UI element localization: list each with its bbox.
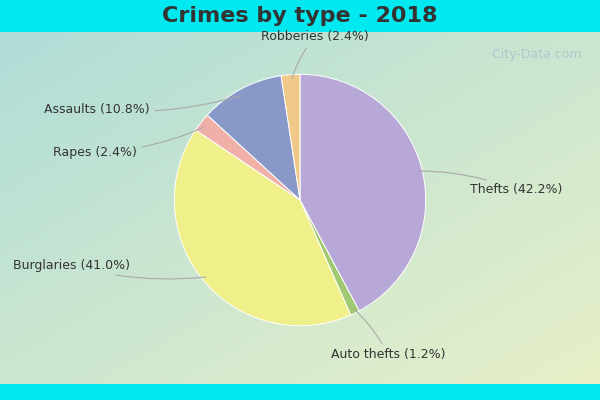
Text: Assaults (10.8%): Assaults (10.8%) bbox=[44, 96, 241, 116]
Text: Rapes (2.4%): Rapes (2.4%) bbox=[53, 127, 203, 159]
Text: Crimes by type - 2018: Crimes by type - 2018 bbox=[162, 6, 438, 26]
Wedge shape bbox=[196, 115, 300, 200]
Text: Robberies (2.4%): Robberies (2.4%) bbox=[261, 30, 369, 78]
Text: Burglaries (41.0%): Burglaries (41.0%) bbox=[13, 259, 206, 279]
Text: Thefts (42.2%): Thefts (42.2%) bbox=[419, 171, 562, 196]
Wedge shape bbox=[174, 130, 350, 326]
Text: City-Data.com: City-Data.com bbox=[485, 48, 582, 61]
Wedge shape bbox=[300, 200, 359, 315]
Wedge shape bbox=[300, 74, 426, 311]
Wedge shape bbox=[281, 74, 300, 200]
Text: Auto thefts (1.2%): Auto thefts (1.2%) bbox=[331, 309, 445, 361]
Wedge shape bbox=[207, 76, 300, 200]
